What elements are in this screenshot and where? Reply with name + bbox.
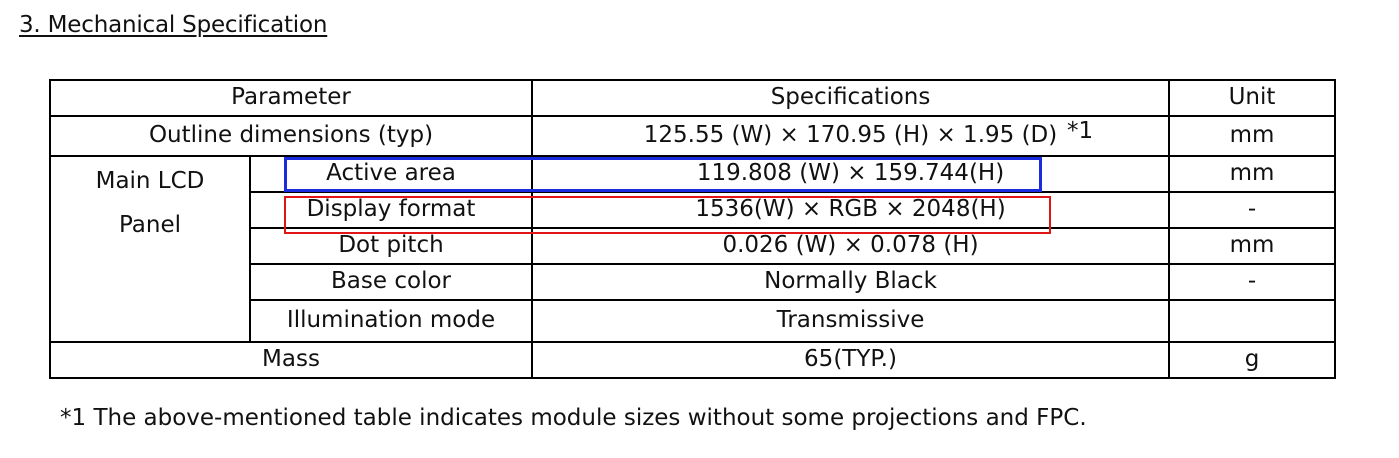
outline-spec: 125.55 (W) × 170.95 (H) × 1.95 (D)	[643, 122, 1058, 149]
row-unit: mm	[1168, 155, 1337, 193]
table-row: Base color Normally Black -	[50, 263, 1337, 301]
table-row: Illumination mode Transmissive	[50, 299, 1337, 343]
row-parameter: Base color	[248, 263, 534, 301]
row-spec: 0.026 (W) × 0.078 (H)	[531, 227, 1171, 265]
outline-unit: mm	[1168, 115, 1337, 157]
outline-note-mark: *1	[1067, 118, 1094, 144]
table-row: Mass 65(TYP.) g	[48, 341, 1337, 379]
row-spec: Transmissive	[531, 299, 1171, 343]
header-unit: Unit	[1168, 79, 1337, 117]
table-header-row: Parameter Specifications Unit	[48, 79, 1337, 117]
row-parameter: Active area	[248, 155, 534, 193]
main-lcd-panel-label: Main LCD Panel	[49, 155, 251, 343]
footnote: *1 The above-mentioned table indicates m…	[60, 405, 1087, 431]
table-row: Outline dimensions (typ) 125.55 (W) × 17…	[48, 115, 1337, 157]
outline-spec-cell: 125.55 (W) × 170.95 (H) × 1.95 (D) *1	[531, 115, 1171, 157]
section-title: 3. Mechanical Specification	[19, 12, 328, 38]
table-row: Main LCD Panel Active area 119.808 (W) ×…	[49, 155, 1337, 343]
row-spec: 1536(W) × RGB × 2048(H)	[531, 191, 1171, 229]
row-parameter: Illumination mode	[248, 299, 534, 343]
mass-spec: 65(TYP.)	[531, 341, 1171, 379]
row-spec: Normally Black	[531, 263, 1171, 301]
mass-unit: g	[1168, 341, 1337, 379]
row-parameter: Display format	[248, 191, 534, 229]
outline-parameter: Outline dimensions (typ)	[48, 115, 534, 157]
header-parameter: Parameter	[48, 79, 534, 117]
row-spec: 119.808 (W) × 159.744(H)	[531, 155, 1171, 193]
row-unit	[1168, 299, 1337, 343]
row-unit: -	[1168, 263, 1337, 301]
main-lcd-label-line2: Panel	[118, 212, 182, 238]
header-specifications: Specifications	[531, 79, 1171, 117]
mechanical-spec-table: Parameter Specifications Unit Outline di…	[48, 79, 1337, 379]
row-parameter: Dot pitch	[248, 227, 534, 265]
main-lcd-label-line1: Main LCD	[95, 168, 205, 194]
row-unit: -	[1168, 191, 1337, 229]
row-unit: mm	[1168, 227, 1337, 265]
mass-parameter: Mass	[48, 341, 534, 379]
